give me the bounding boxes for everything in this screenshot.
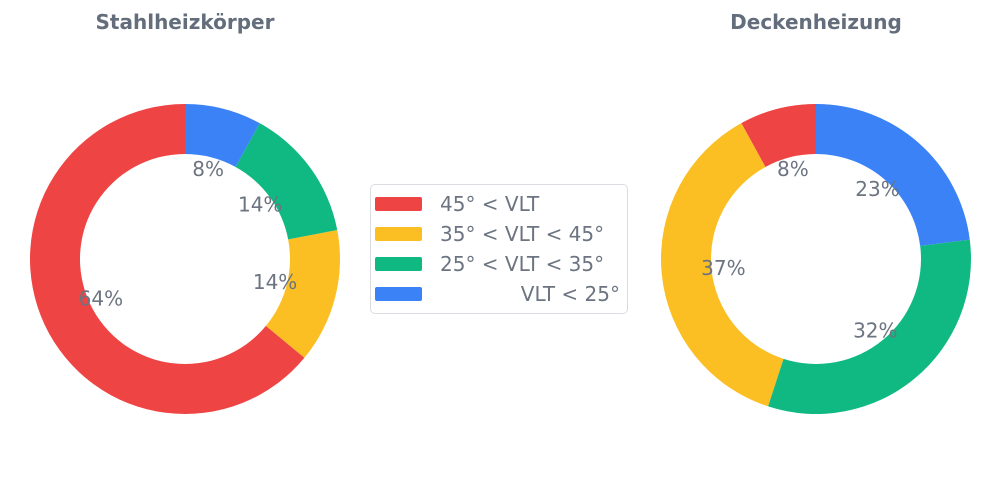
pie-segment-2 [768,239,972,414]
legend-label: 35° < VLT < 45° [440,222,605,246]
percent-label: 32% [853,319,897,343]
legend-swatch-green [375,257,422,271]
legend-label: 45° < VLT [440,192,540,216]
legend-item-45-vlt: 45° < VLT [375,189,620,219]
pie-segment-1 [265,229,340,358]
chart-stahlheizkoerper: Stahlheizkörper 64% 14% 14% 8% [25,0,345,430]
chart-title-stahlheizkoerper: Stahlheizkörper [95,10,275,34]
percent-label: 14% [238,192,282,216]
legend-item-25-35: 25° < VLT < 35° [375,249,620,279]
percent-label: 14% [253,270,297,294]
pie-segment-3 [185,104,260,167]
donut-chart-deckenheizung: 8% 37% 32% 23% [661,104,972,414]
chart-title-deckenheizung: Deckenheizung [730,10,902,34]
percent-label: 37% [701,256,745,280]
legend-item-35-45: 35° < VLT < 45° [375,219,620,249]
percent-label: 23% [855,177,899,201]
percent-label: 8% [192,157,224,181]
legend: 45° < VLT 35° < VLT < 45° 25° < VLT < 35… [370,184,628,314]
legend-swatch-blue [375,287,422,301]
donut-chart-stahlheizkoerper: 64% 14% 14% 8% [29,104,340,414]
pie-segment-2 [235,123,338,240]
legend-swatch-red [375,197,422,211]
legend-label: 25° < VLT < 35° [440,252,605,276]
legend-label: VLT < 25° [520,282,620,306]
percent-label: 64% [79,287,123,311]
pie-segment-0 [29,104,305,414]
pie-segment-1 [661,123,784,407]
legend-item-vlt-25: VLT < 25° [375,279,620,309]
percent-label: 8% [777,157,809,181]
pie-segment-3 [816,104,970,246]
pie-segment-0 [741,104,816,167]
legend-swatch-yellow [375,227,422,241]
chart-deckenheizung: Deckenheizung 8% 37% 32% 23% [656,0,976,430]
